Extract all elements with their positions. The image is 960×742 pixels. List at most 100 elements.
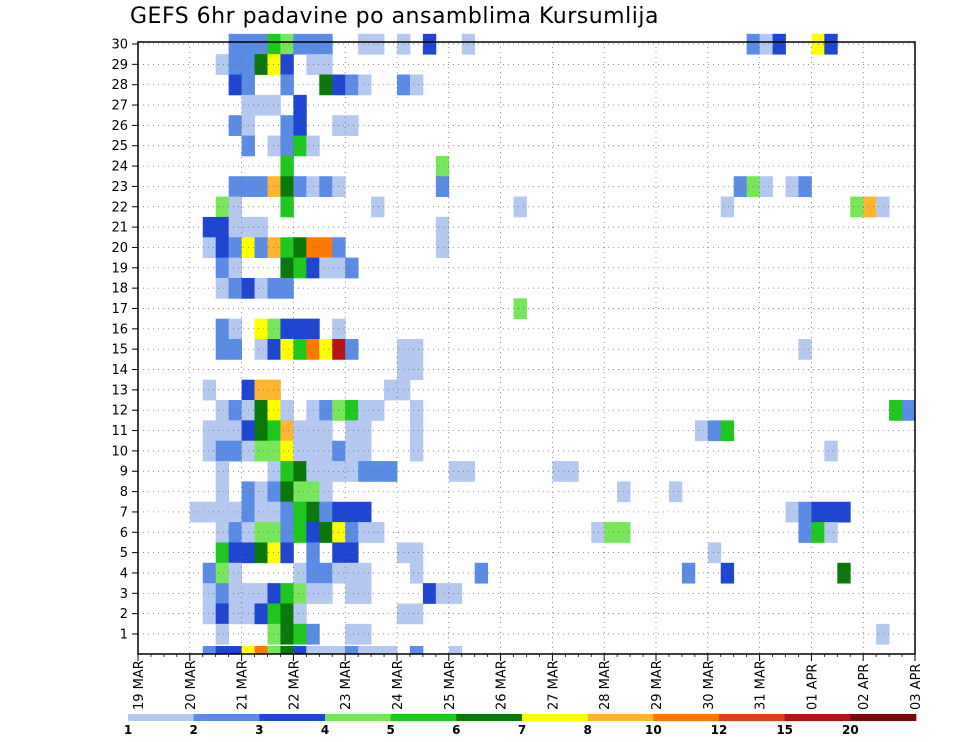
heatmap-cell bbox=[280, 257, 294, 279]
heatmap-cell bbox=[720, 562, 735, 584]
y-tick-label: 21 bbox=[111, 221, 128, 236]
heatmap-cell bbox=[850, 196, 864, 218]
heatmap-cell bbox=[267, 623, 281, 645]
heatmap-cell bbox=[332, 646, 346, 655]
y-tick-label: 11 bbox=[111, 424, 128, 439]
heatmap-cell bbox=[824, 440, 838, 462]
y-tick-label: 18 bbox=[111, 282, 128, 297]
heatmap-cell bbox=[384, 646, 398, 655]
heatmap-cell bbox=[228, 646, 242, 655]
heatmap-cell bbox=[565, 461, 579, 482]
y-tick-label: 24 bbox=[111, 160, 128, 175]
heatmap-cell bbox=[384, 379, 398, 401]
heatmap-cell bbox=[215, 400, 230, 421]
heatmap-cell bbox=[759, 33, 773, 55]
x-tick-label: 01 APR bbox=[805, 664, 820, 710]
y-tick-label: 27 bbox=[111, 99, 128, 114]
heatmap-cell bbox=[267, 33, 281, 55]
heatmap-cell bbox=[448, 461, 463, 482]
heatmap-cell bbox=[889, 400, 903, 421]
heatmap-cell bbox=[202, 440, 217, 462]
heatmap-cell bbox=[267, 339, 281, 360]
heatmap-cell bbox=[358, 501, 372, 523]
heatmap-cell bbox=[293, 115, 307, 136]
heatmap-cell bbox=[228, 196, 242, 218]
heatmap-cell bbox=[280, 196, 294, 218]
y-tick-label: 30 bbox=[111, 38, 128, 53]
heatmap-cell bbox=[409, 542, 424, 564]
y-tick-label: 2 bbox=[120, 607, 128, 622]
heatmap-cell bbox=[345, 257, 359, 279]
heatmap-cell bbox=[409, 339, 424, 360]
legend-label: 2 bbox=[189, 723, 197, 737]
heatmap-cell bbox=[267, 603, 281, 625]
heatmap-cell bbox=[319, 176, 333, 197]
heatmap-cell bbox=[345, 115, 359, 136]
heatmap-cell bbox=[228, 522, 242, 543]
legend-swatch bbox=[456, 714, 523, 721]
legend-label: 10 bbox=[645, 723, 662, 737]
heatmap-cell bbox=[202, 501, 217, 523]
heatmap-cell bbox=[345, 583, 359, 604]
heatmap-cell bbox=[694, 420, 709, 442]
heatmap-cell bbox=[280, 155, 294, 177]
legend-label: 12 bbox=[711, 723, 728, 737]
heatmap-cell bbox=[358, 623, 372, 645]
heatmap-cell bbox=[345, 420, 359, 442]
heatmap-cell bbox=[254, 176, 268, 197]
heatmap-cell bbox=[345, 542, 359, 564]
heatmap-cell bbox=[345, 400, 359, 421]
heatmap-cell bbox=[267, 135, 281, 157]
heatmap-cell bbox=[202, 420, 217, 442]
heatmap-cell bbox=[254, 379, 268, 401]
heatmap-cell bbox=[824, 501, 838, 523]
x-tick-label: 24 MAR bbox=[391, 660, 406, 710]
heatmap-cell bbox=[267, 646, 281, 655]
heatmap-cell bbox=[215, 257, 230, 279]
heatmap-cell bbox=[241, 646, 255, 655]
heatmap-cell bbox=[254, 603, 268, 625]
heatmap-cell bbox=[319, 481, 333, 503]
heatmap-cell bbox=[215, 420, 230, 442]
heatmap-cell bbox=[202, 603, 217, 625]
x-tick-label: 19 MAR bbox=[132, 660, 147, 710]
legend-swatch bbox=[850, 714, 917, 721]
heatmap-cell bbox=[228, 603, 242, 625]
heatmap-cell bbox=[267, 54, 281, 75]
heatmap-cell bbox=[785, 176, 799, 197]
heatmap-cell bbox=[267, 237, 281, 259]
x-tick-label: 22 MAR bbox=[287, 660, 302, 710]
x-tick-label: 20 MAR bbox=[184, 660, 199, 710]
heatmap-cell bbox=[215, 461, 230, 482]
heatmap-cell bbox=[215, 542, 230, 564]
heatmap-cell bbox=[189, 501, 204, 523]
y-tick-label: 14 bbox=[111, 363, 128, 378]
heatmap-cell bbox=[293, 501, 307, 523]
heatmap-cell bbox=[228, 257, 242, 279]
heatmap-cell bbox=[280, 237, 294, 259]
heatmap-cell bbox=[267, 440, 281, 462]
heatmap-cell bbox=[358, 461, 372, 482]
x-tick-label: 30 MAR bbox=[702, 660, 717, 710]
heatmap-cell bbox=[798, 522, 812, 543]
legend-label: 5 bbox=[386, 723, 394, 737]
heatmap-cell bbox=[267, 522, 281, 543]
x-tick-label: 21 MAR bbox=[236, 660, 251, 710]
heatmap-cell bbox=[422, 33, 437, 55]
heatmap-cell bbox=[293, 623, 307, 645]
heatmap-cell bbox=[267, 277, 281, 299]
heatmap-cell bbox=[280, 461, 294, 482]
heatmap-cell bbox=[280, 623, 294, 645]
heatmap-cell bbox=[267, 542, 281, 564]
heatmap-cell bbox=[319, 33, 333, 55]
heatmap-cell bbox=[280, 400, 294, 421]
heatmap-cell bbox=[280, 420, 294, 442]
heatmap-cell bbox=[422, 583, 437, 604]
heatmap-cell bbox=[448, 583, 463, 604]
heatmap-cell bbox=[215, 440, 230, 462]
legend-swatch bbox=[325, 714, 391, 721]
heatmap-cell bbox=[293, 318, 307, 340]
heatmap-cell bbox=[319, 257, 333, 279]
legend-label: 1 bbox=[124, 723, 132, 737]
heatmap-cell bbox=[384, 461, 398, 482]
